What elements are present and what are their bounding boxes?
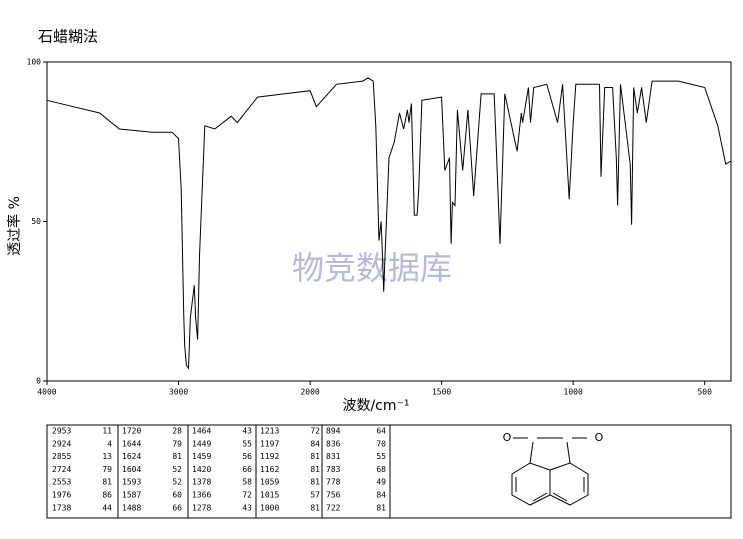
y-tick-label: 0 xyxy=(36,377,41,386)
peak-wavenumber: 1420 xyxy=(192,465,211,474)
peak-wavenumber: 1213 xyxy=(260,427,279,436)
x-tick-label: 2000 xyxy=(300,388,319,397)
peak-wavenumber: 1278 xyxy=(192,503,211,512)
peak-wavenumber: 1644 xyxy=(122,439,141,448)
table-frame xyxy=(46,424,732,519)
peak-transmittance: 52 xyxy=(172,465,182,474)
peak-wavenumber: 836 xyxy=(326,439,341,448)
peak-wavenumber: 778 xyxy=(326,478,341,487)
peak-transmittance: 68 xyxy=(376,465,386,474)
peak-transmittance: 4 xyxy=(107,439,112,448)
peak-transmittance: 84 xyxy=(310,439,320,448)
peak-wavenumber: 756 xyxy=(326,491,341,500)
structure xyxy=(511,437,589,506)
peak-wavenumber: 1738 xyxy=(52,503,71,512)
peak-transmittance: 13 xyxy=(102,452,112,461)
peak-wavenumber: 1000 xyxy=(260,503,279,512)
peak-transmittance: 81 xyxy=(310,503,320,512)
peak-wavenumber: 2553 xyxy=(52,478,71,487)
peak-wavenumber: 1593 xyxy=(122,478,141,487)
peak-transmittance: 70 xyxy=(376,439,386,448)
peak-transmittance: 55 xyxy=(242,439,252,448)
peak-transmittance: 72 xyxy=(242,491,252,500)
peak-wavenumber: 1720 xyxy=(122,427,141,436)
peak-wavenumber: 2953 xyxy=(52,427,71,436)
peak-wavenumber: 1378 xyxy=(192,478,211,487)
x-tick-label: 1000 xyxy=(564,388,583,397)
atom-label: O xyxy=(503,431,512,444)
peak-wavenumber: 894 xyxy=(326,427,341,436)
x-axis-label: 波数/cm⁻¹ xyxy=(342,398,409,414)
peak-transmittance: 81 xyxy=(102,478,112,487)
peak-transmittance: 81 xyxy=(310,478,320,487)
y-tick-label: 50 xyxy=(31,217,41,226)
peak-wavenumber: 1587 xyxy=(122,491,141,500)
x-tick-label: 3000 xyxy=(169,388,188,397)
peak-wavenumber: 1624 xyxy=(122,452,141,461)
peak-transmittance: 56 xyxy=(242,452,252,461)
peak-transmittance: 57 xyxy=(310,491,320,500)
peak-wavenumber: 783 xyxy=(326,465,341,474)
peak-transmittance: 81 xyxy=(376,503,386,512)
peak-wavenumber: 1464 xyxy=(192,427,211,436)
peak-wavenumber: 1197 xyxy=(260,439,279,448)
peak-wavenumber: 831 xyxy=(326,452,341,461)
peak-transmittance: 55 xyxy=(376,452,386,461)
peak-wavenumber: 1366 xyxy=(192,491,211,500)
peak-wavenumber: 2724 xyxy=(52,465,71,474)
peak-transmittance: 44 xyxy=(102,503,112,512)
peak-transmittance: 81 xyxy=(310,465,320,474)
peak-transmittance: 52 xyxy=(172,478,182,487)
peak-wavenumber: 1604 xyxy=(122,465,141,474)
x-tick-label: 500 xyxy=(697,388,712,397)
peak-transmittance: 60 xyxy=(172,491,182,500)
peak-wavenumber: 2924 xyxy=(52,439,71,448)
peak-transmittance: 66 xyxy=(242,465,252,474)
peak-wavenumber: 1976 xyxy=(52,491,71,500)
peak-wavenumber: 1449 xyxy=(192,439,211,448)
peak-transmittance: 66 xyxy=(172,503,182,512)
peak-wavenumber: 1162 xyxy=(260,465,279,474)
x-tick-label: 1500 xyxy=(432,388,451,397)
peak-transmittance: 64 xyxy=(376,427,386,436)
peak-transmittance: 49 xyxy=(376,478,386,487)
y-axis-label: 透过率 % xyxy=(6,196,23,256)
chart-title: 石蜡糊法 xyxy=(38,28,98,46)
peak-wavenumber: 1192 xyxy=(260,452,279,461)
peak-transmittance: 79 xyxy=(102,465,112,474)
peak-wavenumber: 722 xyxy=(326,503,341,512)
watermark: 物竞数据库 xyxy=(292,249,452,287)
peak-transmittance: 79 xyxy=(172,439,182,448)
peak-transmittance: 11 xyxy=(102,427,112,436)
peak-wavenumber: 1488 xyxy=(122,503,141,512)
peak-transmittance: 58 xyxy=(242,478,252,487)
y-tick-label: 100 xyxy=(27,58,42,67)
peak-wavenumber: 2855 xyxy=(52,452,71,461)
peak-transmittance: 43 xyxy=(242,427,252,436)
plot-frame xyxy=(46,61,732,382)
x-tick-label: 4000 xyxy=(37,388,56,397)
peak-transmittance: 86 xyxy=(102,491,112,500)
peak-transmittance: 72 xyxy=(310,427,320,436)
atom-label: O xyxy=(595,431,604,444)
peak-transmittance: 84 xyxy=(376,491,386,500)
peak-wavenumber: 1015 xyxy=(260,491,279,500)
peak-transmittance: 43 xyxy=(242,503,252,512)
peak-transmittance: 81 xyxy=(172,452,182,461)
spectrum-line xyxy=(46,77,732,370)
peak-transmittance: 28 xyxy=(172,427,182,436)
peak-wavenumber: 1059 xyxy=(260,478,279,487)
peak-wavenumber: 1459 xyxy=(192,452,211,461)
peak-transmittance: 81 xyxy=(310,452,320,461)
